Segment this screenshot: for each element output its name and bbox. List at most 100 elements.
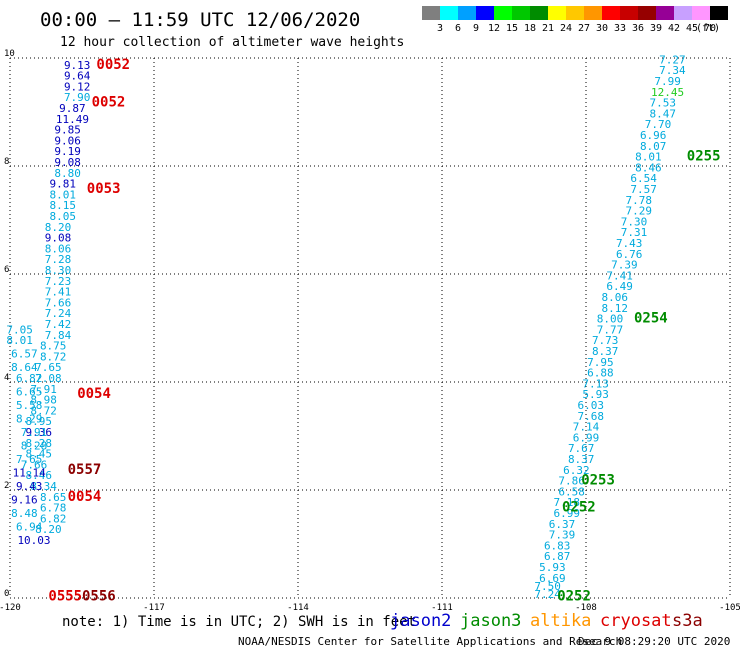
- wave-height-label: 7.53: [650, 97, 677, 110]
- wave-height-label: 8.47: [650, 107, 677, 120]
- legend-label: 24: [560, 23, 572, 34]
- legend-label: 30: [596, 23, 608, 34]
- wave-height-label: 8.37: [568, 453, 595, 466]
- chart-subtitle: 12 hour collection of altimeter wave hei…: [60, 35, 404, 50]
- satellite-legend: jason2 jason3 altika cryosat s3a: [390, 611, 703, 631]
- legend-label: 36: [632, 23, 644, 34]
- x-tick-label: -108: [575, 603, 597, 613]
- x-tick-label: -105: [719, 603, 740, 613]
- wave-height-label: 9.19: [54, 145, 81, 158]
- y-tick-label: 6: [4, 265, 9, 275]
- wave-height-label: 8.48: [11, 507, 38, 520]
- wave-height-label: 7.23: [45, 275, 72, 288]
- y-tick-label: 10: [4, 49, 15, 59]
- legend-label: 39: [650, 23, 662, 34]
- wave-height-label: 11.14: [13, 467, 46, 480]
- wave-height-label: 9.64: [64, 70, 91, 83]
- legend-unit: (ft): [696, 23, 720, 34]
- wave-height-label: 9.85: [54, 124, 81, 137]
- wave-height-label: 12.45: [651, 86, 684, 99]
- wave-height-label: 9.08: [54, 156, 81, 169]
- wave-height-label: 7.67: [568, 442, 595, 455]
- legend-label: 6: [455, 23, 461, 34]
- wave-height-label: 7.34: [659, 64, 686, 77]
- wave-height-label: 9.12: [64, 80, 91, 93]
- wave-height-label: 7.50: [534, 580, 561, 593]
- wave-height-label: 8.37: [592, 345, 619, 358]
- wave-height-label: 7.18: [554, 496, 581, 509]
- plot-axes: -120 -117 -114 -111 -108 -105 0 2 4 6 8 10: [0, 49, 740, 613]
- credit-text: NOAA/NESDIS Center for Satellite Applica…: [238, 635, 622, 648]
- wave-height-label: 8.06: [602, 291, 629, 304]
- wave-height-label: 8.64: [11, 361, 38, 374]
- wave-height-label: 8.01: [6, 334, 33, 347]
- satellite-name: jason3: [460, 611, 521, 631]
- wave-height-label: 7.39: [611, 259, 638, 272]
- wave-height-label: 6.82: [16, 372, 43, 385]
- y-tick-label: 8: [4, 157, 9, 167]
- x-tick-label: -117: [143, 603, 165, 613]
- legend-swatch: [494, 6, 512, 20]
- pass-time-label: 0255: [687, 149, 721, 165]
- wave-height-label: 8.30: [45, 264, 72, 277]
- wave-height-label: 7.77: [597, 323, 624, 336]
- pass-labels: 0052 0052 0053 0054 0054 0557 0555 0556 0255 0254…: [48, 57, 720, 605]
- wave-height-label: 7.05: [6, 323, 33, 336]
- wave-height-label: 7.66: [45, 296, 72, 309]
- wave-height-label: 8.15: [50, 199, 77, 212]
- legend-swatch: [530, 6, 548, 20]
- wave-height-label: 6.37: [549, 518, 576, 531]
- wave-height-label: 6.78: [40, 502, 67, 515]
- wave-height-label: 8.75: [40, 340, 67, 353]
- wave-height-label: 8.45: [26, 448, 53, 461]
- wave-height-label: 8.01: [50, 188, 77, 201]
- wave-height-label: 5.93: [582, 388, 609, 401]
- wave-height-label: 7.65: [35, 361, 62, 374]
- pass-time-label: 0557: [68, 462, 102, 478]
- wave-height-label: 7.99: [654, 75, 681, 88]
- legend-swatch: [476, 6, 494, 20]
- plot-grid: [9, 57, 731, 599]
- wave-height-label: 6.99: [554, 507, 581, 520]
- legend-swatch: [692, 6, 710, 20]
- wave-height-label: 6.82: [40, 512, 67, 525]
- wave-height-label: 6.94: [16, 521, 43, 534]
- wave-height-label: 7.41: [606, 269, 633, 282]
- wave-height-label: 7.08: [35, 372, 62, 385]
- wave-height-label: 7.42: [45, 318, 72, 331]
- wave-height-label: 5.93: [539, 561, 566, 574]
- wave-height-label: 6.54: [630, 172, 657, 185]
- wave-height-label: 8.34: [30, 480, 57, 493]
- legend-label: 27: [578, 23, 590, 34]
- legend-swatch: [638, 6, 656, 20]
- wave-height-label: 7.91: [30, 383, 57, 396]
- pass-time-label: 0052: [92, 95, 126, 111]
- legend-label: 18: [524, 23, 536, 34]
- color-legend: 3 6 9 12 15 18 21 24 27 30 33 36 39 42 45 70(ft): [422, 6, 728, 34]
- wave-height-label: 9.81: [50, 178, 77, 191]
- x-tick-label: -120: [0, 603, 21, 613]
- wave-height-label: 9.36: [26, 426, 53, 439]
- pass-time-label: 0054: [77, 386, 111, 402]
- legend-swatch: [458, 6, 476, 20]
- wave-height-label: 8.95: [26, 415, 53, 428]
- legend-swatch: [620, 6, 638, 20]
- wave-height-label: 7.24: [534, 588, 561, 601]
- wave-height-label: 8.65: [40, 491, 67, 504]
- wave-height-label: 7.28: [45, 253, 72, 266]
- y-tick-label: 4: [4, 373, 9, 383]
- y-tick-label: 0: [4, 589, 9, 599]
- legend-swatch: [674, 6, 692, 20]
- footnote: note: 1) Time is in UTC; 2) SWH is in fe…: [62, 614, 416, 630]
- wave-height-label: 8.72: [40, 350, 67, 363]
- pass-time-label: 0253: [581, 473, 615, 489]
- legend-swatch: [656, 6, 674, 20]
- wave-height-label: 9.87: [59, 102, 86, 115]
- legend-swatch: [566, 6, 584, 20]
- wave-height-label: 8.72: [30, 404, 57, 417]
- legend-label: 42: [668, 23, 680, 34]
- pass-time-label: 0052: [96, 57, 130, 73]
- wave-height-label: 8.46: [26, 469, 53, 482]
